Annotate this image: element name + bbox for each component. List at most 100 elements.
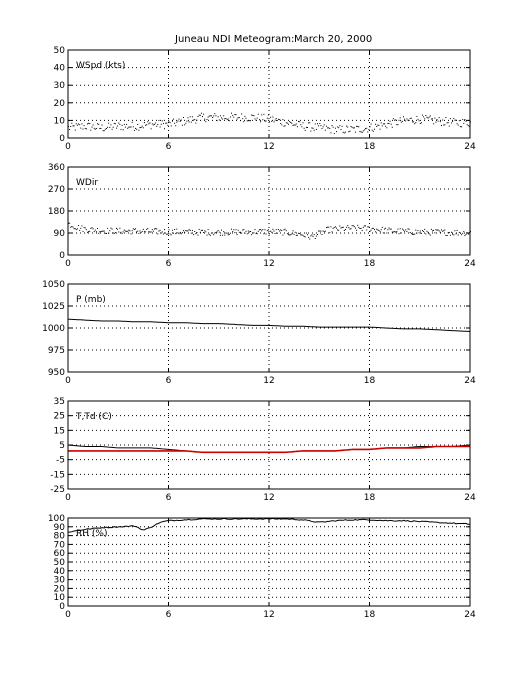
data-point — [245, 230, 247, 232]
data-point — [286, 122, 288, 124]
data-point — [174, 122, 176, 124]
data-point — [454, 119, 456, 121]
data-point — [401, 228, 403, 230]
data-point — [95, 128, 97, 129]
data-point — [361, 230, 363, 232]
data-point — [148, 123, 150, 125]
y-tick-label: 25 — [54, 412, 65, 422]
data-point — [307, 127, 308, 128]
data-point — [292, 230, 294, 232]
data-point — [414, 233, 416, 235]
data-point — [180, 119, 182, 121]
data-point — [233, 116, 235, 118]
data-point — [252, 232, 254, 234]
data-point — [69, 129, 71, 130]
x-tick-label: 0 — [65, 610, 71, 620]
y-tick-label: 1025 — [42, 302, 65, 312]
data-point — [305, 232, 307, 234]
data-point — [411, 121, 413, 123]
panel-label: T,Td (C) — [75, 412, 112, 422]
data-point — [303, 236, 305, 237]
data-point — [466, 124, 468, 126]
data-point — [88, 231, 90, 233]
data-point — [207, 116, 209, 118]
panel-wdir: 0 6 12 18 24 0 90 180 270 360 WDir — [48, 163, 476, 269]
data-point — [366, 229, 368, 231]
data-point — [159, 126, 161, 128]
data-point — [257, 113, 259, 115]
data-point — [380, 229, 382, 231]
data-point — [236, 234, 238, 236]
data-point — [70, 126, 72, 127]
data-point — [171, 229, 173, 231]
data-point — [126, 230, 128, 232]
data-point — [312, 127, 314, 129]
data-point — [388, 227, 390, 229]
data-point — [100, 231, 102, 233]
data-point — [283, 229, 285, 231]
data-point — [324, 230, 326, 232]
data-point — [318, 125, 320, 127]
data-point — [380, 122, 382, 124]
data-point — [260, 229, 262, 231]
data-point — [136, 231, 138, 233]
data-point — [356, 229, 358, 231]
y-tick-label: 60 — [54, 549, 66, 559]
data-point — [177, 232, 179, 234]
data-point — [329, 128, 331, 129]
data-point — [195, 122, 197, 124]
data-point — [413, 121, 415, 123]
y-tick-label: 0 — [59, 251, 65, 261]
data-point — [298, 232, 299, 234]
data-point — [446, 235, 448, 236]
data-point — [113, 233, 115, 235]
data-point — [461, 126, 463, 128]
data-point — [403, 116, 404, 118]
data-point — [286, 233, 288, 235]
data-point — [168, 121, 170, 123]
data-point — [208, 115, 210, 117]
data-point — [410, 232, 412, 234]
data-point — [270, 230, 272, 232]
data-point — [336, 227, 337, 229]
data-point — [243, 228, 245, 230]
data-point — [223, 231, 225, 233]
data-point — [284, 228, 286, 230]
data-point — [292, 124, 294, 126]
data-point — [459, 232, 461, 234]
data-point — [251, 114, 253, 116]
data-point — [320, 125, 322, 127]
data-point — [265, 233, 267, 235]
data-point — [226, 232, 228, 234]
data-point — [384, 123, 385, 125]
data-point — [135, 127, 136, 129]
data-point — [247, 120, 249, 122]
data-point — [396, 124, 398, 126]
data-point — [445, 234, 447, 236]
data-point — [398, 119, 400, 121]
panel-label: RH (%) — [76, 529, 107, 539]
data-point — [151, 123, 153, 125]
data-point — [377, 124, 379, 126]
data-point — [145, 231, 147, 233]
data-point — [327, 226, 329, 228]
data-point — [430, 118, 432, 120]
data-point — [248, 120, 250, 122]
data-point — [309, 122, 311, 124]
data-point — [151, 229, 153, 231]
data-point — [266, 230, 268, 232]
panel-temp-dewpoint: 0 6 12 18 24 -25 -15 -5 5 15 25 35 T,Td (C) — [50, 397, 476, 503]
data-point — [243, 121, 245, 123]
data-point — [254, 229, 256, 231]
data-point — [147, 121, 149, 123]
y-tick-label: 30 — [54, 81, 66, 91]
data-point — [343, 132, 345, 134]
data-point — [157, 233, 159, 235]
data-point — [181, 232, 183, 234]
data-point — [358, 126, 360, 128]
data-point — [315, 235, 317, 237]
y-tick-label: 950 — [48, 368, 65, 378]
data-point — [101, 124, 103, 126]
data-point — [327, 127, 329, 129]
data-point — [348, 131, 350, 133]
